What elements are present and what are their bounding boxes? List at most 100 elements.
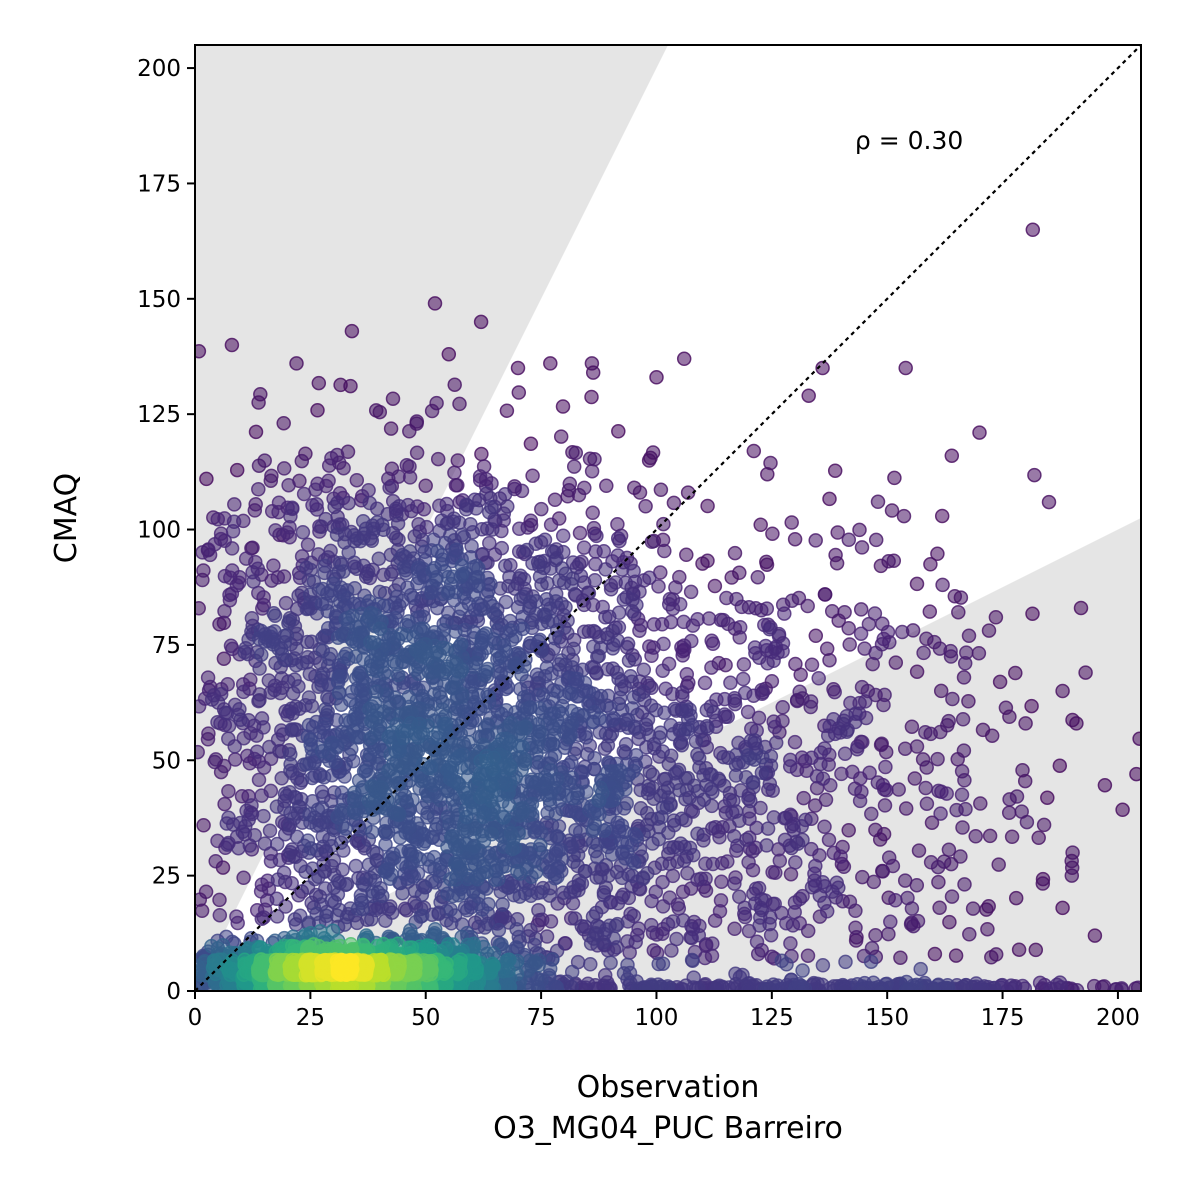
scatter-point: [514, 483, 530, 499]
scatter-point: [1048, 981, 1064, 991]
scatter-point: [392, 498, 407, 514]
scatter-point: [975, 722, 991, 738]
scatter-point: [680, 866, 695, 881]
scatter-point: [361, 483, 376, 498]
scatter-point: [325, 923, 341, 939]
scatter-point: [1064, 853, 1079, 869]
scatter-point: [585, 823, 601, 839]
scatter-point: [492, 650, 507, 666]
scatter-point: [848, 706, 863, 721]
scatter-point: [982, 828, 998, 844]
scatter-point: [587, 750, 602, 766]
scatter-point: [429, 817, 445, 832]
scatter-point: [703, 781, 719, 797]
scatter-point: [627, 480, 642, 496]
scatter-point: [829, 875, 844, 891]
scatter-point: [369, 710, 384, 726]
scatter-point: [459, 809, 474, 825]
scatter-point: [231, 575, 247, 590]
scatter-point: [251, 395, 266, 410]
scatter-point: [654, 809, 669, 825]
scatter-point: [291, 679, 306, 694]
scatter-point: [364, 912, 379, 927]
scatter-point: [276, 461, 292, 476]
scatter-point: [720, 616, 736, 632]
scatter-point: [598, 562, 613, 577]
scatter-point: [391, 806, 407, 821]
scatter-point: [640, 866, 655, 881]
scatter-point: [684, 633, 699, 649]
scatter-point: [980, 921, 995, 937]
scatter-point: [311, 375, 327, 391]
scatter-point: [344, 323, 360, 339]
scatter-point: [1028, 942, 1044, 958]
scatter-point: [1014, 804, 1029, 819]
scatter-point: [349, 729, 364, 745]
scatter-point: [201, 726, 216, 741]
scatter-point: [909, 739, 925, 754]
scatter-point: [1024, 698, 1039, 714]
scatter-point: [685, 804, 701, 819]
scatter-point: [700, 498, 715, 514]
scatter-point: [295, 524, 311, 540]
scatter-point: [230, 915, 245, 931]
scatter-point: [1036, 817, 1052, 833]
scatter-point: [388, 530, 404, 545]
scatter-point: [236, 684, 251, 700]
scatter-point: [961, 694, 976, 709]
scatter-point: [485, 958, 501, 974]
scatter-point: [927, 946, 943, 962]
scatter-point: [300, 833, 316, 848]
scatter-point: [723, 675, 738, 691]
scatter-point: [787, 734, 803, 750]
scatter-point: [527, 954, 543, 969]
scatter-point: [369, 684, 384, 699]
scatter-point: [1052, 758, 1068, 773]
scatter-point: [981, 623, 997, 638]
scatter-point: [808, 533, 823, 548]
scatter-point: [632, 623, 647, 638]
scatter-point: [302, 587, 318, 602]
scatter-point: [424, 403, 440, 419]
scatter-point: [413, 725, 428, 740]
scatter-point: [729, 591, 744, 607]
scatter-point: [837, 746, 853, 761]
scatter-point: [212, 892, 227, 908]
scatter-point: [916, 645, 931, 661]
scatter-point: [1025, 222, 1041, 238]
scatter-point: [409, 445, 425, 461]
scatter-point: [685, 953, 700, 969]
scatter-point: [251, 772, 267, 788]
scatter-point: [333, 835, 349, 850]
scatter-point: [453, 637, 469, 652]
scatter-point: [237, 644, 252, 660]
scatter-point: [648, 884, 664, 900]
scatter-point: [755, 749, 770, 765]
scatter-point: [760, 821, 776, 836]
scatter-point: [471, 561, 486, 576]
scatter-point: [283, 746, 298, 762]
scatter-point: [334, 697, 349, 713]
scatter-point: [655, 663, 670, 678]
scatter-point: [953, 849, 968, 864]
scatter-point: [412, 852, 428, 867]
scatter-point: [289, 722, 304, 737]
scatter-point: [801, 388, 816, 403]
scatter-point: [1035, 876, 1051, 891]
scatter-point: [725, 981, 741, 991]
scatter-point: [587, 451, 602, 467]
scatter-point: [919, 796, 935, 811]
scatter-point: [249, 744, 265, 759]
scatter-point: [827, 463, 843, 478]
scatter-point: [1004, 829, 1020, 845]
scatter-point: [804, 657, 820, 672]
scatter-point: [312, 923, 328, 939]
scatter-point: [951, 604, 966, 620]
scatter-point: [620, 934, 635, 949]
scatter-point: [923, 726, 938, 742]
scatter-point: [857, 694, 873, 709]
scatter-point: [900, 890, 915, 906]
scatter-point: [727, 545, 743, 561]
scatter-point: [911, 843, 927, 858]
scatter-point: [229, 462, 245, 478]
